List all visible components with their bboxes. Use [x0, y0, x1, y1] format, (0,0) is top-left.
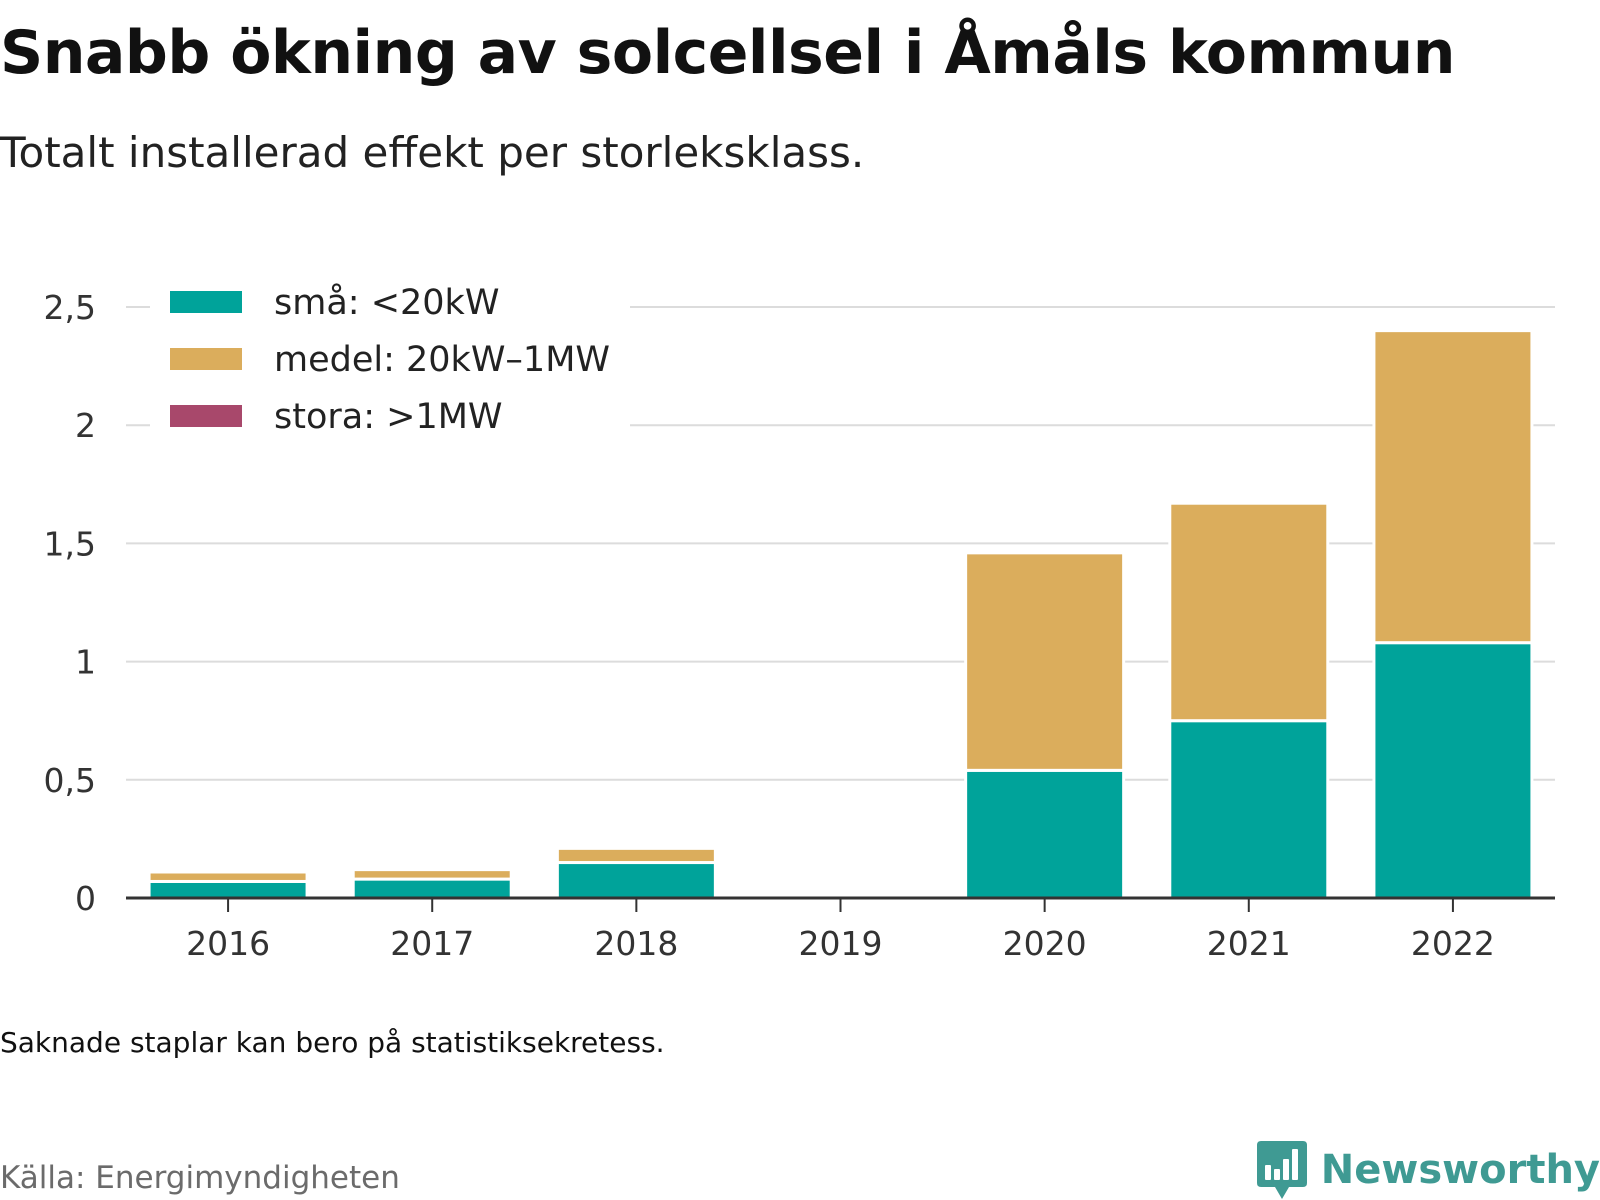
- bar-segment-2018-series-1: [555, 846, 717, 865]
- y-tick-label: 0,5: [44, 761, 96, 800]
- bar-segment-2016-series-1: [147, 870, 309, 883]
- legend-swatch: [170, 291, 242, 313]
- legend-swatch: [170, 348, 242, 370]
- legend-label: små: <20kW: [274, 282, 499, 323]
- chart-subtitle: Totalt installerad effekt per storlekskl…: [0, 128, 865, 177]
- stacked-bar-chart: 0 0,5 1 1,5 2 2,5 2016 2017 2018 2019 2020 2021 2022…: [44, 278, 1555, 963]
- chart-title: Snabb ökning av solcellsel i Åmåls kommu…: [0, 18, 1455, 88]
- bar-segment-2016-series-0: [147, 879, 309, 900]
- x-tick-label: 2016: [186, 924, 270, 963]
- y-tick-label: 2: [75, 406, 96, 445]
- footnote: Saknade staplar kan bero på statistiksek…: [0, 1026, 665, 1059]
- legend: små: <20kW medel: 20kW–1MW stora: >1MW: [150, 278, 630, 458]
- bars: [147, 329, 1534, 900]
- y-tick-label: 1,5: [44, 524, 96, 563]
- x-tick-label: 2018: [594, 924, 678, 963]
- bar-chart-speech-bubble-icon: [1256, 1141, 1307, 1199]
- bar-segment-2022-series-0: [1372, 641, 1534, 900]
- legend-label: stora: >1MW: [274, 397, 503, 437]
- brand-name: Newsworthy: [1320, 1147, 1600, 1193]
- brand-logo: Newsworthy: [1256, 1140, 1600, 1200]
- legend-swatch: [170, 405, 242, 427]
- axes: 0 0,5 1 1,5 2 2,5 2016 2017 2018 2019 2020 2021 2022: [44, 288, 1555, 963]
- bar-segment-2020-series-1: [964, 551, 1126, 772]
- bar-segment-2021-series-0: [1168, 719, 1330, 900]
- bar-segment-2018-series-0: [555, 861, 717, 900]
- bar-segment-2017-series-0: [351, 877, 513, 900]
- legend-label: medel: 20kW–1MW: [274, 340, 610, 380]
- x-tick-label: 2019: [799, 924, 883, 963]
- y-tick-label: 0: [75, 879, 96, 918]
- source-credit: Källa: Energimyndigheten: [0, 1160, 400, 1196]
- x-tick-label: 2022: [1411, 924, 1495, 963]
- x-tick-label: 2020: [1003, 924, 1087, 963]
- bar-segment-2022-series-1: [1372, 329, 1534, 645]
- y-tick-label: 1: [75, 643, 96, 682]
- y-tick-label: 2,5: [44, 288, 96, 327]
- bar-segment-2021-series-1: [1168, 501, 1330, 723]
- x-tick-label: 2017: [390, 924, 474, 963]
- bar-segment-2020-series-0: [964, 768, 1126, 900]
- bar-segment-2017-series-1: [351, 868, 513, 881]
- x-tick-label: 2021: [1207, 924, 1291, 963]
